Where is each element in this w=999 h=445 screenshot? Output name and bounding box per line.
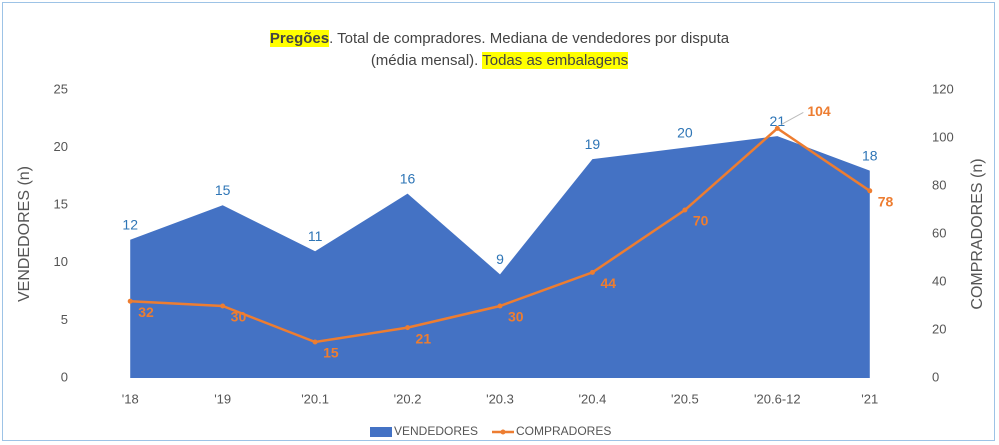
line-marker	[497, 303, 503, 309]
line-marker	[220, 303, 226, 309]
y-tick-label: 5	[61, 312, 68, 327]
y-tick-label: 0	[61, 369, 68, 384]
title-segment: (média mensal).	[370, 52, 483, 69]
data-label: 15	[323, 345, 339, 361]
data-label: 104	[807, 103, 831, 119]
y2-tick-label: 100	[932, 129, 954, 144]
x-tick-label: '19	[214, 391, 231, 406]
line-marker	[312, 339, 318, 345]
legend-swatch	[500, 429, 506, 435]
y2-axis-title: COMPRADORES (n)	[969, 158, 986, 309]
leader-line	[781, 111, 804, 125]
y2-tick-label: 120	[932, 81, 954, 96]
legend-label: COMPRADORES	[516, 424, 611, 438]
y2-tick-label: 60	[932, 225, 946, 240]
title-segment: Todas as embalagens	[482, 52, 629, 69]
legend-label: VENDEDORES	[394, 424, 478, 438]
line-marker	[682, 207, 688, 213]
x-tick-label: '21	[861, 391, 878, 406]
data-label: 12	[122, 216, 138, 232]
title-segment: . Total de compradores. Mediana de vende…	[329, 30, 730, 47]
x-tick-label: '18	[122, 391, 139, 406]
data-label: 15	[215, 182, 231, 198]
data-label: 9	[496, 251, 504, 267]
line-marker	[127, 298, 133, 304]
line-marker	[405, 325, 411, 331]
title-line: Pregões. Total de compradores. Mediana d…	[0, 28, 999, 50]
data-label: 21	[416, 330, 432, 346]
title-segment: Pregões	[269, 30, 330, 47]
chart-title: Pregões. Total de compradores. Mediana d…	[0, 28, 999, 72]
legend-swatch	[370, 427, 392, 437]
x-tick-label: '20.4	[579, 391, 607, 406]
line-marker	[589, 269, 595, 275]
data-label: 30	[508, 309, 524, 325]
y2-tick-label: 20	[932, 321, 946, 336]
data-label: 21	[770, 113, 786, 129]
title-line: (média mensal). Todas as embalagens	[0, 50, 999, 72]
data-label: 16	[400, 170, 416, 186]
data-label: 20	[677, 124, 693, 140]
data-label: 18	[862, 147, 878, 163]
data-label: 70	[693, 213, 709, 229]
line-marker	[774, 125, 780, 131]
y2-tick-label: 40	[932, 273, 946, 288]
x-tick-label: '20.5	[671, 391, 699, 406]
y-tick-label: 25	[54, 81, 68, 96]
y2-tick-label: 80	[932, 177, 946, 192]
x-tick-label: '20.1	[301, 391, 329, 406]
y-tick-label: 10	[54, 254, 68, 269]
data-label: 32	[138, 304, 154, 320]
data-label: 44	[600, 275, 616, 291]
y-tick-label: 20	[54, 139, 68, 154]
y-tick-label: 15	[54, 197, 68, 212]
data-label: 78	[878, 194, 894, 210]
data-label: 30	[231, 309, 247, 325]
x-tick-label: '20.3	[486, 391, 514, 406]
data-label: 11	[308, 228, 323, 244]
area	[130, 136, 870, 378]
y-axis-title: VENDEDORES (n)	[16, 166, 33, 302]
x-tick-label: '20.2	[394, 391, 422, 406]
x-tick-label: '20.6-12	[754, 391, 801, 406]
data-label: 19	[585, 136, 601, 152]
line-marker	[867, 188, 873, 194]
y2-tick-label: 0	[932, 369, 939, 384]
